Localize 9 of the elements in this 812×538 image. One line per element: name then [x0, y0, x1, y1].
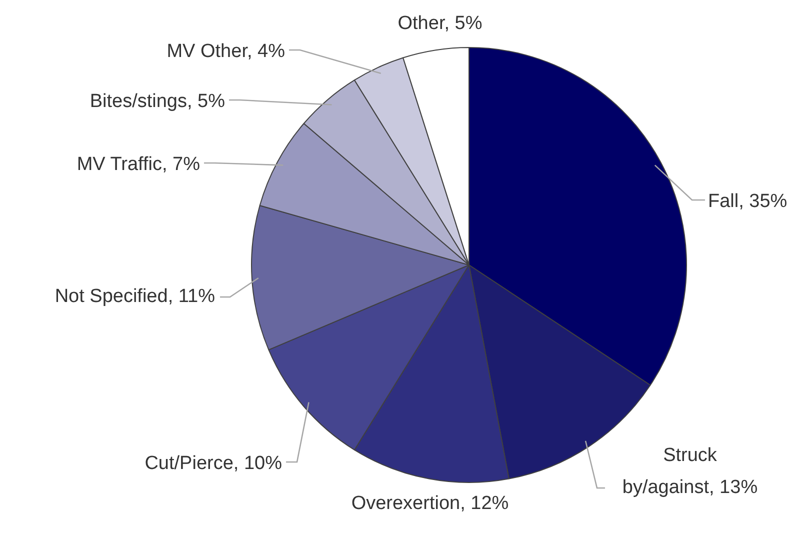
- slice-label: MV Other, 4%: [166, 40, 285, 64]
- slice-label: Bites/stings, 5%: [88, 90, 225, 114]
- slice-label: MV Traffic, 7%: [76, 153, 200, 177]
- slice-label: Struck by/against, 13%: [621, 444, 759, 500]
- slice-label: Other, 5%: [396, 12, 484, 36]
- slice-label: Cut/Pierce, 10%: [144, 452, 282, 476]
- slice-label: Fall, 35%: [708, 190, 788, 214]
- slice-label: Overexertion, 12%: [350, 492, 510, 516]
- slice-label: Not Specified, 11%: [54, 285, 215, 309]
